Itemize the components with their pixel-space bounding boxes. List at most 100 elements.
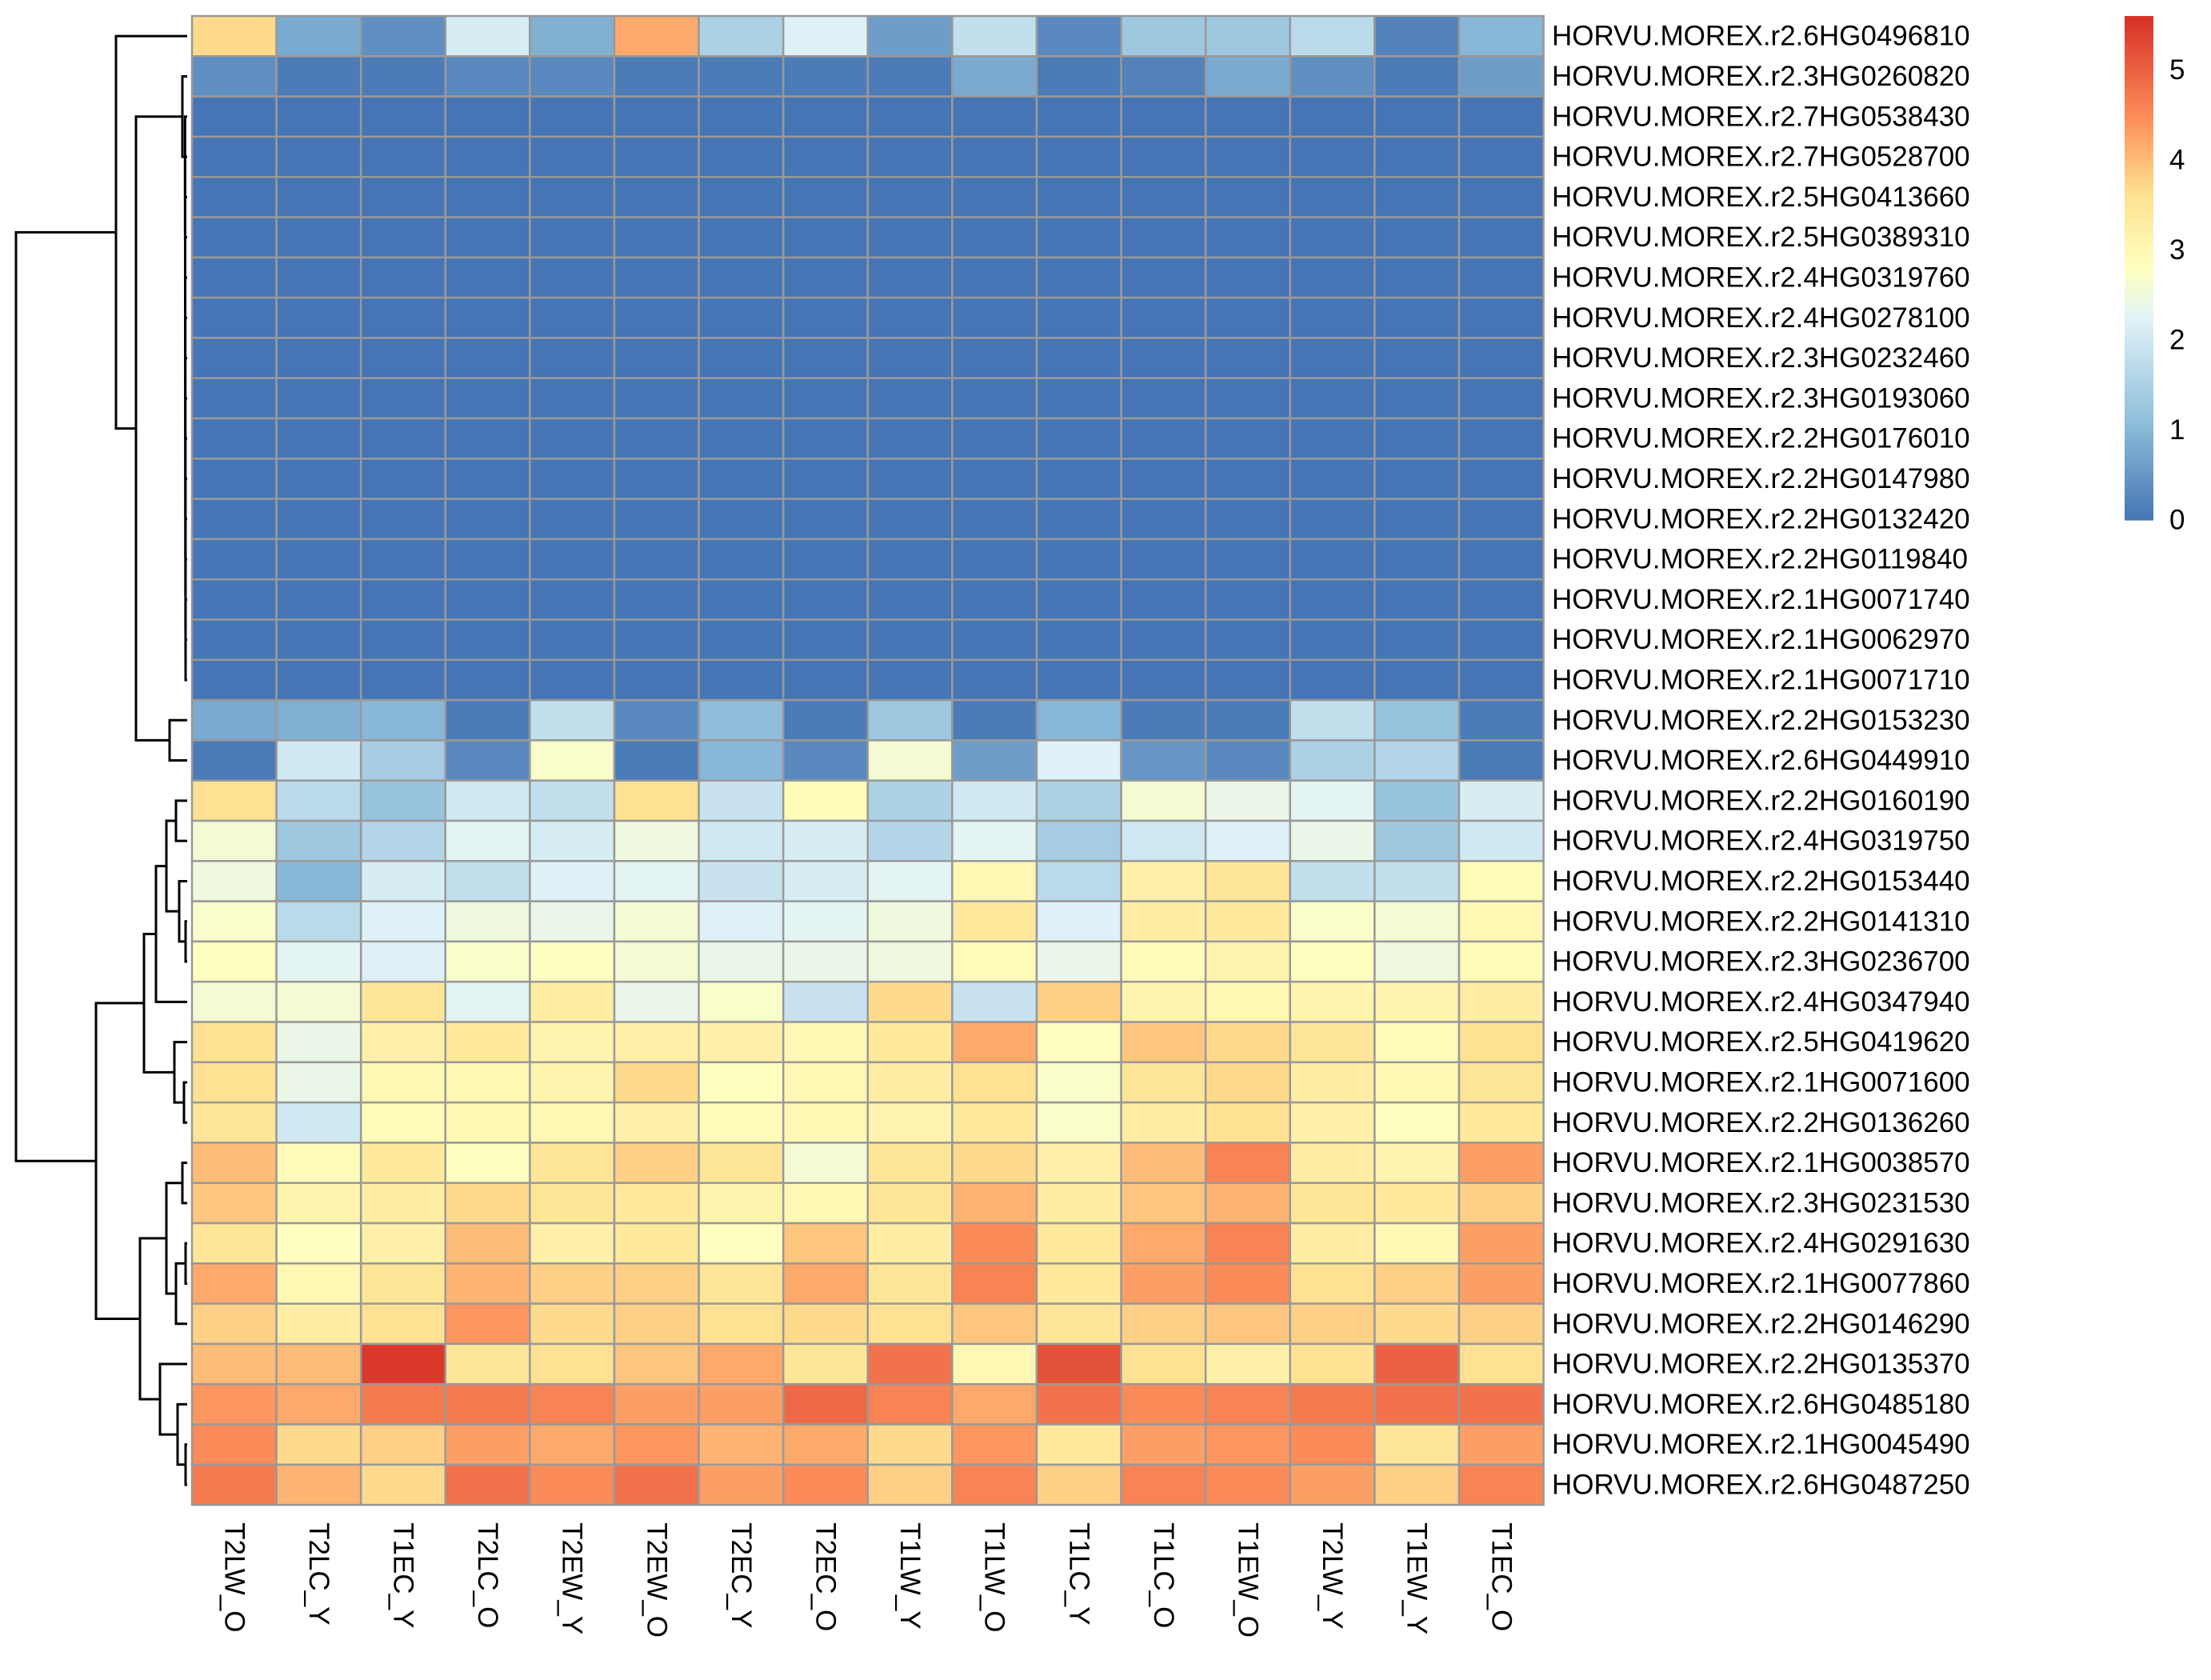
row-label: HORVU.MOREX.r2.7HG0538430: [1552, 101, 1970, 132]
heatmap-cell: [529, 940, 616, 983]
heatmap-cell: [1204, 1423, 1292, 1466]
heatmap-cell: [1204, 739, 1292, 782]
heatmap-cells: [190, 14, 1545, 1506]
heatmap-cell: [698, 860, 785, 902]
heatmap-cell: [1289, 980, 1376, 1023]
heatmap-cell: [359, 1021, 447, 1064]
dendrogram-branch: [154, 865, 187, 1003]
heatmap-cell: [1289, 175, 1376, 218]
heatmap-cell: [529, 337, 616, 379]
heatmap-cell: [359, 980, 447, 1023]
heatmap-cell: [866, 1302, 954, 1346]
heatmap-cell: [1204, 14, 1292, 58]
dendrogram-branch: [184, 920, 187, 963]
heatmap-cell: [613, 216, 700, 259]
colorbar-segment: [2125, 377, 2153, 382]
heatmap-cell: [1457, 1302, 1545, 1346]
heatmap-cell: [190, 1423, 278, 1466]
heatmap-cell: [951, 1463, 1038, 1506]
heatmap-cell: [1457, 1101, 1545, 1144]
colorbar-segment: [2125, 503, 2153, 508]
heatmap-cell: [1289, 860, 1376, 902]
heatmap-cell: [190, 498, 278, 541]
heatmap-cell: [529, 1182, 616, 1225]
colorbar-segment: [2125, 37, 2153, 42]
heatmap-cell: [444, 578, 531, 621]
heatmap-cell: [1457, 458, 1545, 500]
heatmap-cell: [698, 256, 785, 299]
heatmap-cell: [444, 337, 531, 379]
heatmap-cell: [444, 135, 531, 178]
heatmap-cell: [1035, 1302, 1122, 1346]
colorbar-segment: [2125, 427, 2153, 433]
heatmap-cell: [782, 618, 870, 662]
row-label: HORVU.MOREX.r2.1HG0045490: [1552, 1429, 1970, 1460]
row-label: HORVU.MOREX.r2.2HG0141310: [1552, 906, 1970, 937]
heatmap-cell: [275, 175, 362, 218]
heatmap-cell: [1120, 1382, 1207, 1426]
heatmap-cell: [444, 498, 531, 541]
heatmap-cell: [782, 658, 870, 702]
heatmap-cell: [613, 980, 700, 1023]
heatmap-cell: [698, 135, 785, 178]
heatmap-cell: [613, 618, 700, 662]
heatmap-cell: [190, 296, 278, 339]
heatmap-cell: [1035, 819, 1122, 862]
heatmap-cell: [1289, 256, 1376, 299]
heatmap-cell: [1289, 1061, 1376, 1104]
colorbar-segment: [2125, 222, 2153, 227]
column-label: T1EC_Y: [388, 1522, 419, 1628]
heatmap-cell: [190, 377, 278, 420]
dendrogram-branch: [181, 1162, 187, 1205]
heatmap-cell: [529, 1222, 616, 1265]
colorbar-segment: [2125, 45, 2153, 50]
heatmap-cell: [275, 296, 362, 339]
heatmap-cell: [1457, 55, 1545, 98]
heatmap-cell: [444, 175, 531, 218]
heatmap-cell: [359, 1302, 447, 1346]
heatmap-cell: [1204, 618, 1292, 662]
heatmap-cell: [1457, 175, 1545, 218]
heatmap-cell: [698, 1463, 785, 1506]
colorbar-segment: [2125, 406, 2153, 412]
heatmap-cell: [866, 1142, 954, 1184]
dendrogram-branch: [94, 1002, 144, 1320]
heatmap-cell: [1120, 980, 1207, 1023]
heatmap-cell: [1204, 900, 1292, 943]
row-label: HORVU.MOREX.r2.4HG0347940: [1552, 986, 1970, 1018]
heatmap-cell: [444, 900, 531, 943]
heatmap-cell: [698, 1061, 785, 1104]
heatmap-cell: [1120, 819, 1207, 862]
heatmap-cell: [698, 538, 785, 581]
heatmap-cell: [1373, 578, 1461, 621]
heatmap-cell: [1035, 417, 1122, 460]
heatmap-cell: [1035, 1101, 1122, 1144]
heatmap-cell: [1035, 578, 1122, 621]
colorbar-segment: [2125, 302, 2153, 306]
heatmap-cell: [275, 135, 362, 178]
row-label: HORVU.MOREX.r2.5HG0419620: [1552, 1026, 1970, 1058]
colorbar-segment: [2125, 154, 2153, 160]
heatmap-cell: [1289, 900, 1376, 943]
heatmap-cell: [1204, 538, 1292, 581]
row-label: HORVU.MOREX.r2.2HG0153440: [1552, 866, 1970, 897]
heatmap-cell: [529, 498, 616, 541]
heatmap-cell: [359, 578, 447, 621]
heatmap-cell: [190, 658, 278, 702]
heatmap-cell: [1204, 1342, 1292, 1386]
heatmap-cell: [529, 900, 616, 943]
heatmap-cell: [359, 538, 447, 581]
heatmap-cell: [1373, 1463, 1461, 1506]
heatmap-cell: [444, 1101, 531, 1144]
heatmap-cell: [782, 1182, 870, 1225]
heatmap-cell: [275, 1302, 362, 1346]
colorbar-segment: [2125, 326, 2153, 332]
heatmap-cell: [866, 658, 954, 702]
heatmap-cell: [444, 296, 531, 339]
heatmap-cell: [1120, 1101, 1207, 1144]
heatmap-cell: [1373, 175, 1461, 218]
colorbar-segment: [2125, 150, 2153, 155]
colorbar-segment: [2125, 54, 2153, 59]
heatmap-cell: [444, 1463, 531, 1506]
heatmap-cell: [782, 175, 870, 218]
